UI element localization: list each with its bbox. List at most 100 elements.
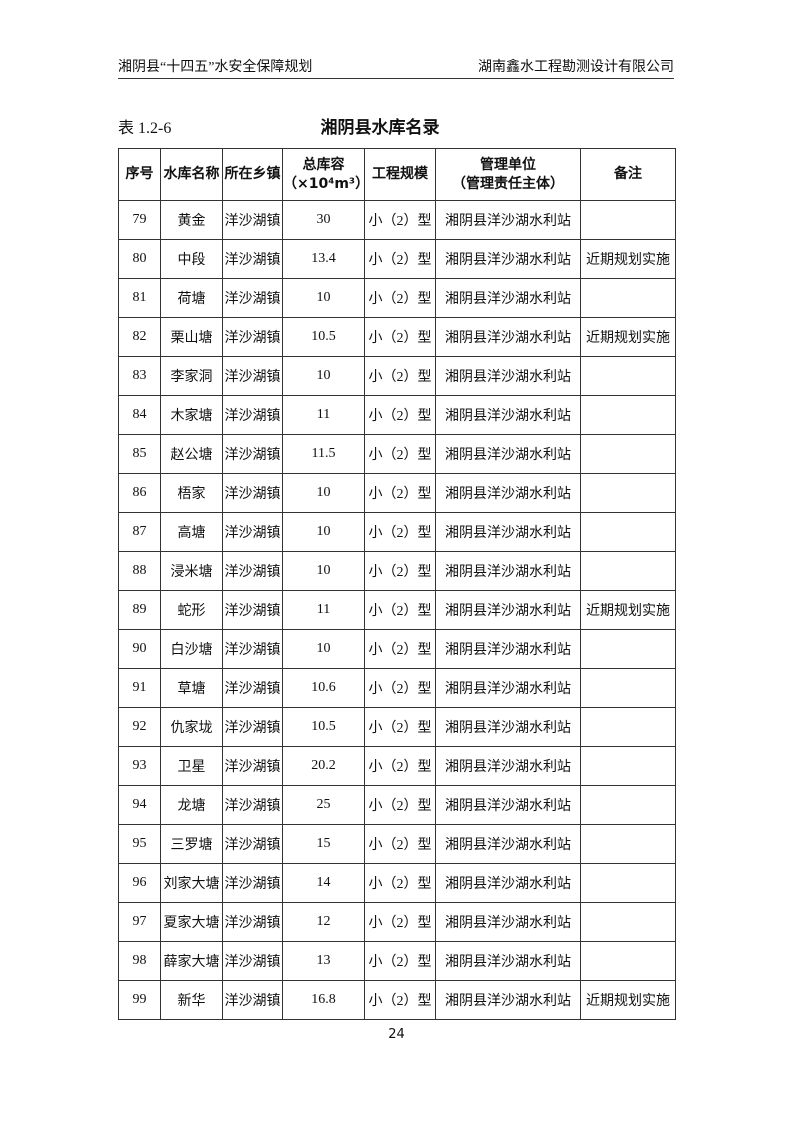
table-cell: 92	[118, 707, 161, 747]
table-cell	[580, 200, 676, 240]
table-cell: 新华	[160, 980, 223, 1020]
table-cell: 洋沙湖镇	[222, 200, 283, 240]
table-cell: 10.5	[282, 707, 365, 747]
table-cell: 93	[118, 746, 161, 786]
table-cell: 10	[282, 512, 365, 552]
table-row: 97 夏家大塘 洋沙湖镇 12 小（2）型 湘阴县洋沙湖水利站	[118, 902, 676, 942]
table-cell: 木家塘	[160, 395, 223, 435]
table-cell: 洋沙湖镇	[222, 902, 283, 942]
table-cell: 近期规划实施	[580, 317, 676, 357]
table-cell: 洋沙湖镇	[222, 980, 283, 1020]
table-row: 94 龙塘 洋沙湖镇 25 小（2）型 湘阴县洋沙湖水利站	[118, 785, 676, 825]
table-cell: 洋沙湖镇	[222, 434, 283, 474]
table-cell	[580, 395, 676, 435]
table-cell	[580, 629, 676, 669]
table-cell: 95	[118, 824, 161, 864]
table-cell: 湘阴县洋沙湖水利站	[435, 629, 581, 669]
table-cell: 栗山塘	[160, 317, 223, 357]
table-cell: 湘阴县洋沙湖水利站	[435, 278, 581, 318]
table-cell: 小（2）型	[364, 941, 436, 981]
table-cell: 16.8	[282, 980, 365, 1020]
table-cell: 李家洞	[160, 356, 223, 396]
table-row: 85 赵公塘 洋沙湖镇 11.5 小（2）型 湘阴县洋沙湖水利站	[118, 434, 676, 474]
table-cell: 89	[118, 590, 161, 630]
table-body: 79 黄金 洋沙湖镇 30 小（2）型 湘阴县洋沙湖水利站 80 中段 洋沙湖镇 13.4 小（2）…	[118, 200, 676, 1020]
table-cell: 87	[118, 512, 161, 552]
table-cell: 91	[118, 668, 161, 708]
table-row: 82 栗山塘 洋沙湖镇 10.5 小（2）型 湘阴县洋沙湖水利站 近期规划实施	[118, 317, 676, 357]
table-cell: 湘阴县洋沙湖水利站	[435, 668, 581, 708]
table-cell: 小（2）型	[364, 512, 436, 552]
table-cell: 小（2）型	[364, 239, 436, 279]
column-header-line: 管理单位	[480, 156, 536, 173]
table-cell: 湘阴县洋沙湖水利站	[435, 590, 581, 630]
table-cell: 小（2）型	[364, 278, 436, 318]
table-cell: 洋沙湖镇	[222, 707, 283, 747]
page-number: 24	[388, 1027, 405, 1042]
table-cell	[580, 824, 676, 864]
table-cell: 洋沙湖镇	[222, 863, 283, 903]
table-cell: 洋沙湖镇	[222, 746, 283, 786]
table-row: 92 仇家垅 洋沙湖镇 10.5 小（2）型 湘阴县洋沙湖水利站	[118, 707, 676, 747]
table-cell	[580, 941, 676, 981]
table-cell	[580, 785, 676, 825]
table-cell: 84	[118, 395, 161, 435]
table-cell: 10	[282, 278, 365, 318]
table-cell: 小（2）型	[364, 863, 436, 903]
table-row: 98 薛家大塘 洋沙湖镇 13 小（2）型 湘阴县洋沙湖水利站	[118, 941, 676, 981]
table-cell: 94	[118, 785, 161, 825]
column-header: 序号	[118, 148, 161, 201]
table-cell	[580, 551, 676, 591]
table-cell: 湘阴县洋沙湖水利站	[435, 512, 581, 552]
table-cell: 黄金	[160, 200, 223, 240]
table-cell	[580, 707, 676, 747]
table-cell: 10	[282, 473, 365, 513]
table-row: 84 木家塘 洋沙湖镇 11 小（2）型 湘阴县洋沙湖水利站	[118, 395, 676, 435]
table-cell: 荷塘	[160, 278, 223, 318]
table-cell: 洋沙湖镇	[222, 824, 283, 864]
table-row: 83 李家洞 洋沙湖镇 10 小（2）型 湘阴县洋沙湖水利站	[118, 356, 676, 396]
table-cell: 白沙塘	[160, 629, 223, 669]
table-cell: 10	[282, 356, 365, 396]
table-cell: 小（2）型	[364, 317, 436, 357]
table-cell: 洋沙湖镇	[222, 551, 283, 591]
table-cell: 86	[118, 473, 161, 513]
table-row: 87 高塘 洋沙湖镇 10 小（2）型 湘阴县洋沙湖水利站	[118, 512, 676, 552]
table-cell: 13.4	[282, 239, 365, 279]
table-row: 81 荷塘 洋沙湖镇 10 小（2）型 湘阴县洋沙湖水利站	[118, 278, 676, 318]
column-header: 水库名称	[160, 148, 223, 201]
table-cell	[580, 863, 676, 903]
table-cell: 13	[282, 941, 365, 981]
table-cell: 小（2）型	[364, 434, 436, 474]
table-cell	[580, 512, 676, 552]
table-cell	[580, 473, 676, 513]
table-cell: 88	[118, 551, 161, 591]
table-cell: 湘阴县洋沙湖水利站	[435, 746, 581, 786]
table-row: 89 蛇形 洋沙湖镇 11 小（2）型 湘阴县洋沙湖水利站 近期规划实施	[118, 590, 676, 630]
table-cell: 洋沙湖镇	[222, 278, 283, 318]
table-cell: 小（2）型	[364, 551, 436, 591]
table-cell: 蛇形	[160, 590, 223, 630]
table-cell: 近期规划实施	[580, 980, 676, 1020]
table-cell: 小（2）型	[364, 824, 436, 864]
table-cell: 96	[118, 863, 161, 903]
table-cell: 薛家大塘	[160, 941, 223, 981]
table-cell: 湘阴县洋沙湖水利站	[435, 395, 581, 435]
table-cell: 洋沙湖镇	[222, 941, 283, 981]
table-row: 99 新华 洋沙湖镇 16.8 小（2）型 湘阴县洋沙湖水利站 近期规划实施	[118, 980, 676, 1020]
table-cell: 小（2）型	[364, 746, 436, 786]
table-row: 86 梧家 洋沙湖镇 10 小（2）型 湘阴县洋沙湖水利站	[118, 473, 676, 513]
table-cell: 湘阴县洋沙湖水利站	[435, 707, 581, 747]
table-cell: 79	[118, 200, 161, 240]
table-cell: 小（2）型	[364, 707, 436, 747]
table-cell: 小（2）型	[364, 785, 436, 825]
column-header: 所在乡镇	[222, 148, 283, 201]
table-cell: 98	[118, 941, 161, 981]
table-cell: 洋沙湖镇	[222, 317, 283, 357]
table-cell	[580, 668, 676, 708]
table-cell: 10.5	[282, 317, 365, 357]
header-row: 序号 水库名称 所在乡镇 总库容 （×10⁴m³） 工程规模 管理单位 （管理责任主体） 备注	[118, 148, 676, 201]
table-cell: 三罗塘	[160, 824, 223, 864]
table-title: 湘阴县水库名录	[320, 118, 440, 138]
table-cell: 龙塘	[160, 785, 223, 825]
